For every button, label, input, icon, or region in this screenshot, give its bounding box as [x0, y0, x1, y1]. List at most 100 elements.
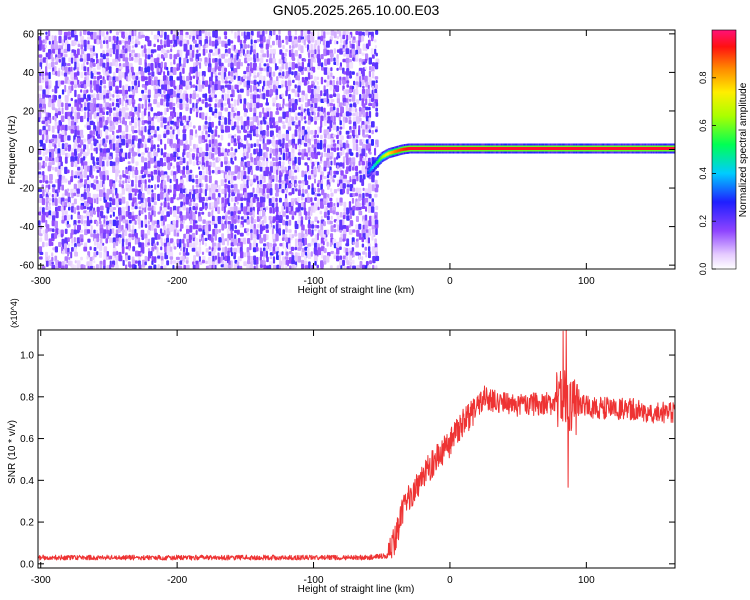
spectrogram-cell: [156, 175, 160, 183]
spectrogram-cell: [182, 75, 185, 82]
spectrogram-cell: [295, 124, 299, 129]
spectrogram-cell: [253, 270, 256, 275]
spectrogram-cell: [310, 251, 313, 257]
spectrogram-cell: [93, 142, 97, 147]
spectrogram-cell: [157, 264, 160, 269]
spectrogram-cell: [342, 31, 347, 36]
spectrogram-signal-track: [367, 143, 675, 178]
spectrogram-cell: [38, 98, 43, 104]
spectrogram-cell: [172, 165, 176, 169]
spectrogram-cell: [342, 148, 345, 155]
spectrogram-cell: [323, 139, 327, 145]
spectrogram-cell: [132, 211, 135, 216]
spectrogram-cell: [201, 165, 205, 170]
colorbar: 0.00.20.40.60.8 Normalized spectral ampl…: [698, 29, 749, 275]
spectrogram-cell: [327, 67, 331, 74]
spectrogram-cell: [249, 107, 253, 112]
spectrogram-cell: [335, 112, 340, 118]
spectrogram-cell: [313, 58, 317, 63]
spectrogram-cell: [196, 99, 199, 104]
spectrogram-cell: [352, 112, 356, 117]
spectrogram-cell: [253, 178, 256, 183]
spectrogram-cell: [276, 228, 280, 235]
spectrogram-cell: [295, 188, 298, 192]
spectrogram-cell: [209, 147, 212, 153]
spectrogram-cell: [125, 264, 128, 269]
spectrogram-cell: [268, 261, 273, 266]
spectrogram-cell: [146, 66, 151, 73]
spectrogram-cell: [285, 215, 289, 220]
spectrogram-cell: [285, 220, 289, 227]
spectrogram-cell: [157, 255, 161, 259]
spectrogram-cell: [323, 176, 327, 180]
spectrogram-cell: [233, 175, 237, 181]
spectrogram-cell: [57, 184, 61, 191]
spectrogram-cell: [111, 264, 115, 268]
spectrogram-cell: [67, 252, 70, 257]
spectrogram-cell: [313, 187, 317, 193]
spectrogram-cell: [523, 147, 526, 150]
spectrogram-cell: [371, 201, 375, 207]
spectrogram-cell: [115, 198, 119, 204]
spectrogram-cell: [372, 255, 376, 264]
spectrogram-cell: [217, 84, 222, 90]
spectrogram-cell: [304, 238, 307, 246]
spectrogram-cell: [205, 248, 209, 253]
spectrogram-cell: [388, 151, 391, 155]
spectrogram-cell: [217, 219, 222, 225]
spectrogram-cell: [51, 228, 55, 233]
spectrogram-cell: [71, 192, 74, 199]
spectrogram-cell: [166, 39, 171, 47]
spectrogram-cell: [80, 242, 83, 246]
spectrogram-cell: [317, 247, 322, 256]
spectrogram-cell: [144, 94, 148, 101]
spectrogram-cell: [208, 126, 212, 133]
spectrogram-cell: [285, 111, 289, 118]
spectrogram-cell: [617, 147, 621, 150]
spectrogram-cell: [47, 120, 50, 124]
spectrogram-cell: [42, 241, 45, 248]
spectrogram-cell: [351, 71, 355, 75]
spectrogram-cell: [297, 166, 300, 173]
spectrogram-cell: [224, 107, 229, 112]
spectrogram-cell: [266, 97, 268, 104]
spectrogram-cell: [243, 70, 247, 75]
spectrogram-cell: [134, 192, 137, 196]
spectrogram-cell: [63, 72, 68, 77]
figure-title: GN05.2025.265.10.00.E03: [273, 2, 440, 18]
spectrogram-cell: [323, 67, 328, 75]
spectrogram-cell: [156, 224, 160, 228]
spectrogram-cell: [279, 142, 282, 147]
spectrogram-cell: [243, 165, 246, 171]
spectrogram-cell: [240, 62, 243, 67]
spectrogram-cell: [80, 157, 84, 164]
spectrogram-cell: [140, 220, 144, 228]
spectrogram-cell: [215, 207, 218, 212]
spectrogram-cell: [307, 99, 311, 107]
spectrogram-cell: [199, 183, 202, 188]
spectrogram-cell: [182, 93, 186, 101]
spectrogram-cell: [278, 151, 281, 158]
spectrogram-cell: [87, 66, 90, 72]
spectrogram-cell: [189, 135, 193, 140]
spectrogram-cell: [365, 81, 369, 88]
spectrogram-cell: [68, 270, 71, 277]
spectrogram-cell: [298, 120, 301, 128]
spectrogram-cell: [266, 63, 270, 67]
spectrogram-cell: [220, 264, 225, 268]
spectrogram-cell: [70, 156, 74, 163]
spectrogram-cell: [269, 188, 273, 196]
spectrogram-cell: [87, 268, 90, 269]
spectrogram-cell: [198, 241, 201, 247]
spectrogram-cell: [269, 94, 272, 98]
spectrogram-cell: [76, 57, 79, 64]
spectrogram-cell: [92, 97, 97, 104]
spectrogram-cell: [141, 270, 144, 276]
spectrogram-cell: [54, 61, 58, 65]
spectrogram-cell: [284, 198, 288, 203]
spectrogram-cell: [371, 184, 375, 192]
spectrogram-cell: [175, 220, 179, 228]
spectrogram-cell: [138, 224, 141, 229]
spectrogram-cell: [361, 178, 365, 186]
spectrogram-cell: [106, 224, 109, 231]
